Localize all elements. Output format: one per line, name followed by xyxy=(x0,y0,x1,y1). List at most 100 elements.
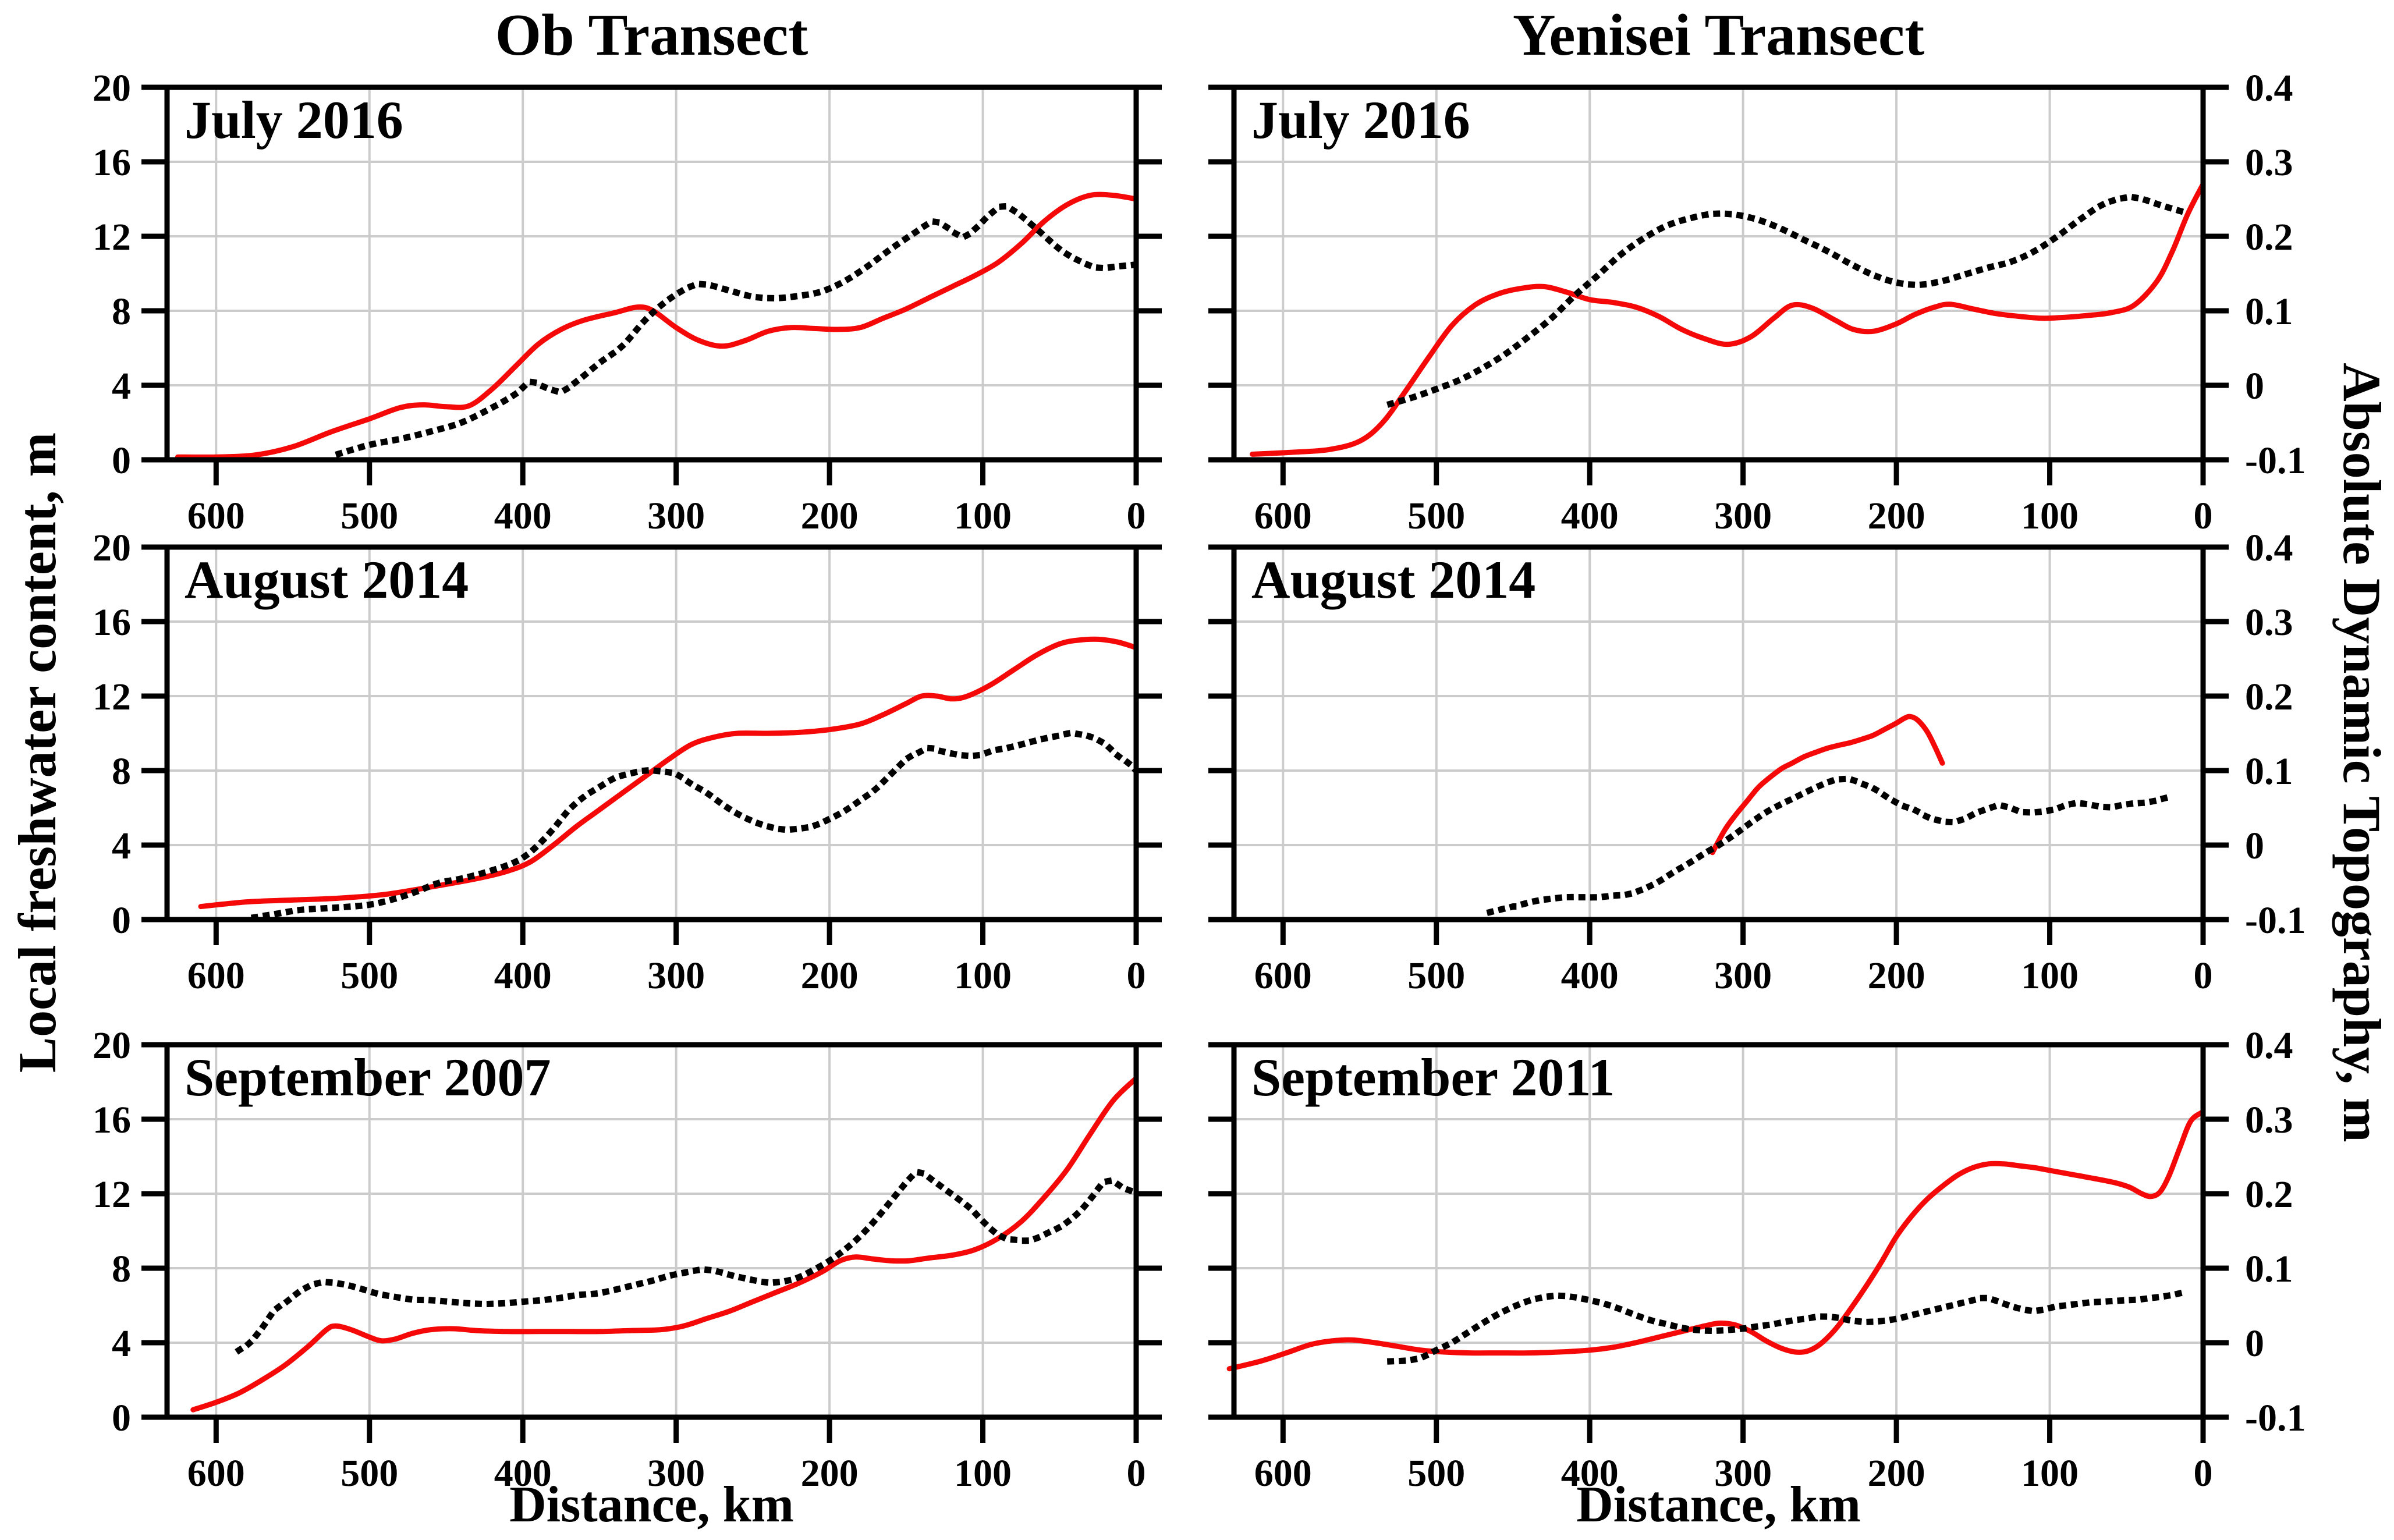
right-axis-tick-label: -0.1 xyxy=(2245,439,2306,482)
panel-ob-september-2007: 0 4 8 12 16 20 600 500 400 300 200 100 0 September 20… xyxy=(93,1024,1162,1495)
right-axis-tick-label: 0.4 xyxy=(2245,1024,2293,1067)
left-axis-tick-label: 16 xyxy=(93,601,131,644)
freshwater-content-line xyxy=(1250,181,2206,457)
left-axis-tick-label: 12 xyxy=(93,676,131,718)
column-title-ob: Ob Transect xyxy=(495,2,808,68)
left-axis-tick-label: 4 xyxy=(112,825,131,867)
x-axis-tick-label: 300 xyxy=(647,1452,705,1495)
x-axis-tick-label: 600 xyxy=(187,1452,245,1495)
left-axis-tick-label: 12 xyxy=(93,1173,131,1216)
x-axis-tick-label: 500 xyxy=(1407,954,1465,997)
x-axis-tick-label: 0 xyxy=(1127,495,1146,537)
dynamic-topography-line xyxy=(1386,1287,2192,1365)
left-axis-tick-label: 0 xyxy=(112,439,131,482)
x-axis-tick-label: 400 xyxy=(494,1452,552,1495)
right-axis-tick-label: 0.2 xyxy=(2245,676,2293,718)
x-axis-tick-label: 400 xyxy=(1561,495,1619,537)
right-axis-tick-label: 0 xyxy=(2245,1322,2264,1365)
panel-yenisei-september-2011: -0.1 0 0.1 0.2 0.3 0.4 600 500 400 300 200 100 0 Sept… xyxy=(1208,1024,2306,1495)
panel-label: July 2016 xyxy=(1251,90,1470,150)
x-axis-tick-label: 600 xyxy=(1254,495,1312,537)
left-axis-tick-label: 8 xyxy=(112,750,131,793)
dynamic-topography-line xyxy=(250,730,1141,921)
panel-yenisei-july-2016: -0.1 0 0.1 0.2 0.3 0.4 600 500 400 300 200 100 0 July… xyxy=(1208,67,2306,537)
right-axis-tick-label: 0.1 xyxy=(2245,1248,2293,1290)
plot-frame xyxy=(164,84,1139,463)
right-axis-title: Absolute Dynamic Topography, m xyxy=(2332,362,2392,1142)
plot-frame xyxy=(164,1042,1139,1420)
x-axis-tick-label: 600 xyxy=(1254,954,1312,997)
right-axis-tick-label: 0.1 xyxy=(2245,290,2293,333)
right-axis-tick-label: 0.3 xyxy=(2245,141,2293,184)
panel-ob-august-2014: 0 4 8 12 16 20 600 500 400 300 200 100 0 August 2014 xyxy=(93,527,1162,997)
x-axis-tick-label: 500 xyxy=(341,1452,398,1495)
plot-frame xyxy=(1231,1042,2206,1420)
x-axis-tick-label: 600 xyxy=(1254,1452,1312,1495)
right-axis-tick-label: 0 xyxy=(2245,365,2264,407)
panel-yenisei-august-2014: -0.1 0 0.1 0.2 0.3 0.4 600 500 400 300 200 100 0 Augu… xyxy=(1208,527,2306,997)
x-axis-tick-label: 300 xyxy=(1714,954,1772,997)
left-axis-tick-label: 20 xyxy=(93,67,131,109)
left-axis-tick-label: 20 xyxy=(93,1024,131,1067)
left-axis-tick-label: 4 xyxy=(112,1322,131,1365)
right-axis-tick-label: 0 xyxy=(2245,825,2264,867)
plot-frame xyxy=(164,544,1139,922)
freshwater-content-line xyxy=(1226,1109,2206,1372)
left-axis-tick-label: 0 xyxy=(112,1397,131,1439)
left-axis-tick-label: 16 xyxy=(93,1099,131,1141)
x-axis-tick-label: 0 xyxy=(1127,1452,1146,1495)
x-axis-tick-label: 200 xyxy=(801,1452,859,1495)
x-axis-tick-label: 500 xyxy=(1407,1452,1465,1495)
left-axis-tick-label: 12 xyxy=(93,216,131,258)
x-axis-tick-label: 300 xyxy=(1714,495,1772,537)
right-axis-tick-label: -0.1 xyxy=(2245,1397,2306,1439)
x-axis-tick-label: 300 xyxy=(1714,1452,1772,1495)
x-axis-tick-label: 500 xyxy=(341,954,398,997)
plot-svg: -0.1 0 0.1 0.2 0.3 0.4 600 500 400 300 200 100 0 xyxy=(1208,527,2306,997)
x-axis-tick-label: 200 xyxy=(1868,495,1925,537)
right-axis-tick-label: 0.1 xyxy=(2245,750,2293,793)
right-axis-tick-label: -0.1 xyxy=(2245,899,2306,942)
x-axis-tick-label: 100 xyxy=(954,495,1012,537)
panel-label: August 2014 xyxy=(1251,550,1536,609)
plot-svg: 0 4 8 12 16 20 600 500 400 300 200 100 0 xyxy=(93,1024,1162,1495)
x-axis-tick-label: 400 xyxy=(494,954,552,997)
x-axis-tick-label: 0 xyxy=(2194,495,2213,537)
right-axis-tick-label: 0.3 xyxy=(2245,601,2293,644)
left-axis-tick-label: 8 xyxy=(112,290,131,333)
freshwater-content-line xyxy=(175,191,1139,460)
x-axis-tick-label: 0 xyxy=(2194,1452,2213,1495)
x-axis-tick-label: 300 xyxy=(647,495,705,537)
x-axis-tick-label: 300 xyxy=(647,954,705,997)
x-axis-tick-label: 100 xyxy=(954,1452,1012,1495)
plot-svg: 0 4 8 12 16 20 600 500 400 300 200 100 0 xyxy=(93,67,1162,537)
plot-frame xyxy=(1231,84,2206,463)
x-axis-tick-label: 0 xyxy=(1127,954,1146,997)
x-axis-tick-label: 100 xyxy=(2021,1452,2079,1495)
x-axis-tick-label: 600 xyxy=(187,954,245,997)
x-axis-tick-label: 500 xyxy=(1407,495,1465,537)
x-axis-tick-label: 500 xyxy=(341,495,398,537)
x-axis-tick-label: 200 xyxy=(801,954,859,997)
x-axis-tick-label: 100 xyxy=(2021,954,2079,997)
right-axis-tick-label: 0.4 xyxy=(2245,67,2293,109)
x-axis-title-yenisei: Distance, km xyxy=(1576,1477,1861,1533)
column-title-yenisei: Yenisei Transect xyxy=(1512,2,1925,68)
x-axis-tick-label: 200 xyxy=(801,495,859,537)
panel-label: September 2007 xyxy=(185,1048,551,1107)
panel-label: July 2016 xyxy=(185,90,403,150)
panel-label: August 2014 xyxy=(185,550,469,609)
freshwater-content-line xyxy=(1710,714,1945,856)
left-axis-title: Local freshwater content, m xyxy=(8,432,67,1073)
dynamic-topography-line xyxy=(1386,194,2184,408)
right-axis-tick-label: 0.4 xyxy=(2245,527,2293,569)
dynamic-topography-line xyxy=(1486,776,2176,916)
x-axis-tick-label: 400 xyxy=(1561,954,1619,997)
x-axis-tick-label: 0 xyxy=(2194,954,2213,997)
plot-frame xyxy=(1231,544,2206,922)
x-axis-tick-label: 100 xyxy=(954,954,1012,997)
left-axis-tick-label: 8 xyxy=(112,1248,131,1290)
plot-svg: -0.1 0 0.1 0.2 0.3 0.4 600 500 400 300 200 100 0 xyxy=(1208,67,2306,537)
x-axis-title-ob: Distance, km xyxy=(509,1477,794,1533)
